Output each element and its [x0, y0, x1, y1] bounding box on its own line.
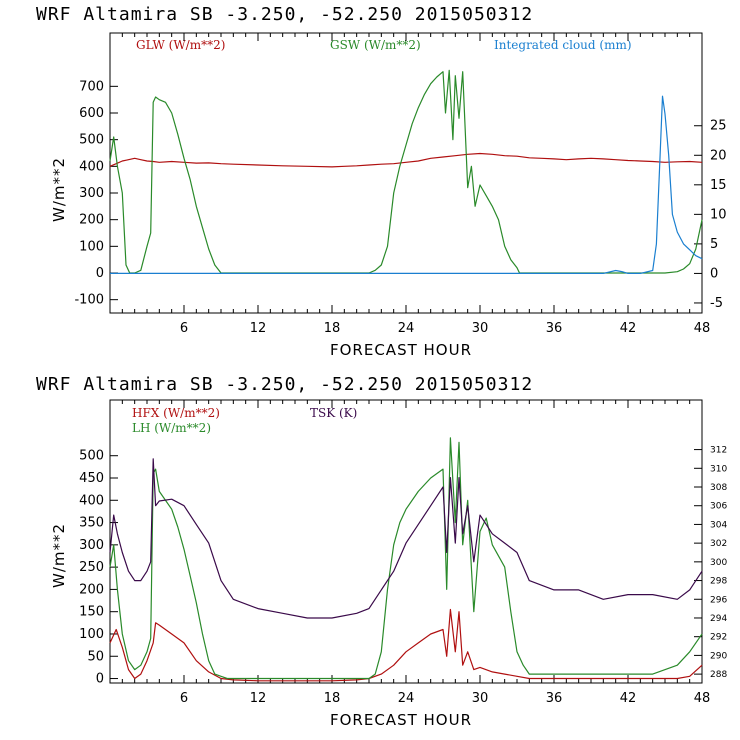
x-tick-label: 12: [250, 321, 267, 336]
series-line-lh: [109, 437, 703, 680]
x-tick-label: 12: [250, 691, 267, 706]
bottom-series: [109, 437, 703, 682]
legend-glw: GLW (W/m**2): [136, 38, 225, 52]
x-tick-label: 36: [546, 321, 563, 336]
x-tick-label: 36: [546, 691, 563, 706]
x-tick-label: 6: [180, 691, 188, 706]
x-tick-label: 42: [620, 321, 637, 336]
series-line-hfx: [109, 608, 703, 682]
y2-tick-label: 306: [710, 502, 727, 512]
top-x-axis-label: FORECAST HOUR: [330, 341, 472, 359]
y-tick-label: 100: [79, 627, 104, 642]
y2-tick-label: 298: [710, 577, 727, 587]
y-tick-label: 450: [79, 471, 104, 486]
legend-lh: LH (W/m**2): [132, 421, 211, 435]
bottom-chart-title: WRF Altamira SB -3.250, -52.250 20150503…: [36, 374, 533, 395]
top-panel: WRF Altamira SB -3.250, -52.250 20150503…: [36, 4, 727, 359]
series-line-gsw: [109, 69, 703, 274]
y-tick-label: 600: [79, 106, 104, 121]
y2-tick-label: 302: [710, 539, 727, 549]
y2-tick-label: 0: [710, 266, 718, 281]
x-tick-label: 24: [398, 691, 415, 706]
x-tick-label: 30: [472, 321, 489, 336]
bottom-x-axis-label: FORECAST HOUR: [330, 711, 472, 729]
bottom-panel: WRF Altamira SB -3.250, -52.250 20150503…: [36, 374, 727, 729]
y2-tick-label: 290: [710, 651, 727, 661]
y-tick-label: 350: [79, 516, 104, 531]
y2-tick-label: -5: [710, 296, 723, 311]
top-ticks: 6 12 18 24 30 36 42 48-100010020030040050060070…: [74, 33, 727, 336]
top-y-axis-label: W/m**2: [50, 157, 68, 222]
x-tick-label: 42: [620, 691, 637, 706]
y-tick-label: 50: [87, 649, 104, 664]
x-tick-label: 48: [694, 321, 711, 336]
y-tick-label: 400: [79, 159, 104, 174]
y-tick-label: 400: [79, 493, 104, 508]
top-chart-title: WRF Altamira SB -3.250, -52.250 20150503…: [36, 4, 533, 25]
y-tick-label: -100: [74, 293, 104, 308]
series-line-tsk: [109, 458, 703, 619]
series-line-glw: [109, 152, 703, 168]
y-tick-label: 300: [79, 538, 104, 553]
legend-tsk: TSK (K): [310, 406, 357, 420]
x-tick-label: 24: [398, 321, 415, 336]
y-tick-label: 700: [79, 79, 104, 94]
y2-tick-label: 5: [710, 237, 718, 252]
y-tick-label: 200: [79, 213, 104, 228]
y2-tick-label: 310: [710, 464, 727, 474]
y-tick-label: 300: [79, 186, 104, 201]
y-tick-label: 150: [79, 605, 104, 620]
legend-integrated-cloud: Integrated cloud (mm): [494, 38, 632, 52]
y-tick-label: 500: [79, 449, 104, 464]
y-tick-label: 250: [79, 560, 104, 575]
x-tick-label: 48: [694, 691, 711, 706]
y2-tick-label: 294: [710, 614, 727, 624]
bottom-ticks: 6 12 18 24 30 36 42 48 0 50 100 150 200 250 300 350 400 4…: [79, 400, 727, 706]
x-tick-label: 6: [180, 321, 188, 336]
series-line-integrated-cloud: [110, 95, 703, 274]
legend-hfx: HFX (W/m**2): [132, 406, 220, 420]
y2-tick-label: 308: [710, 483, 727, 493]
y2-tick-label: 304: [710, 520, 727, 530]
bottom-legend: HFX (W/m**2) LH (W/m**2) TSK (K): [132, 406, 357, 435]
y2-tick-label: 25: [710, 119, 727, 134]
y2-tick-label: 312: [710, 446, 727, 456]
y-tick-label: 100: [79, 239, 104, 254]
y2-tick-label: 292: [710, 633, 727, 643]
y2-tick-label: 288: [710, 670, 727, 680]
top-series: [109, 69, 703, 274]
y-tick-label: 200: [79, 582, 104, 597]
y-tick-label: 0: [96, 672, 104, 687]
y2-tick-label: 296: [710, 595, 727, 605]
bottom-plot-frame: [109, 399, 703, 684]
x-tick-label: 18: [324, 691, 341, 706]
y2-tick-label: 20: [710, 148, 727, 163]
x-tick-label: 18: [324, 321, 341, 336]
y2-tick-label: 10: [710, 207, 727, 222]
y-tick-label: 500: [79, 133, 104, 148]
x-tick-label: 30: [472, 691, 489, 706]
y2-tick-label: 15: [710, 178, 727, 193]
legend-gsw: GSW (W/m**2): [330, 38, 421, 52]
y-tick-label: 0: [96, 266, 104, 281]
y2-tick-label: 300: [710, 558, 727, 568]
top-legend: GLW (W/m**2) GSW (W/m**2) Integrated clo…: [136, 38, 632, 52]
bottom-y-axis-label: W/m**2: [50, 523, 68, 588]
